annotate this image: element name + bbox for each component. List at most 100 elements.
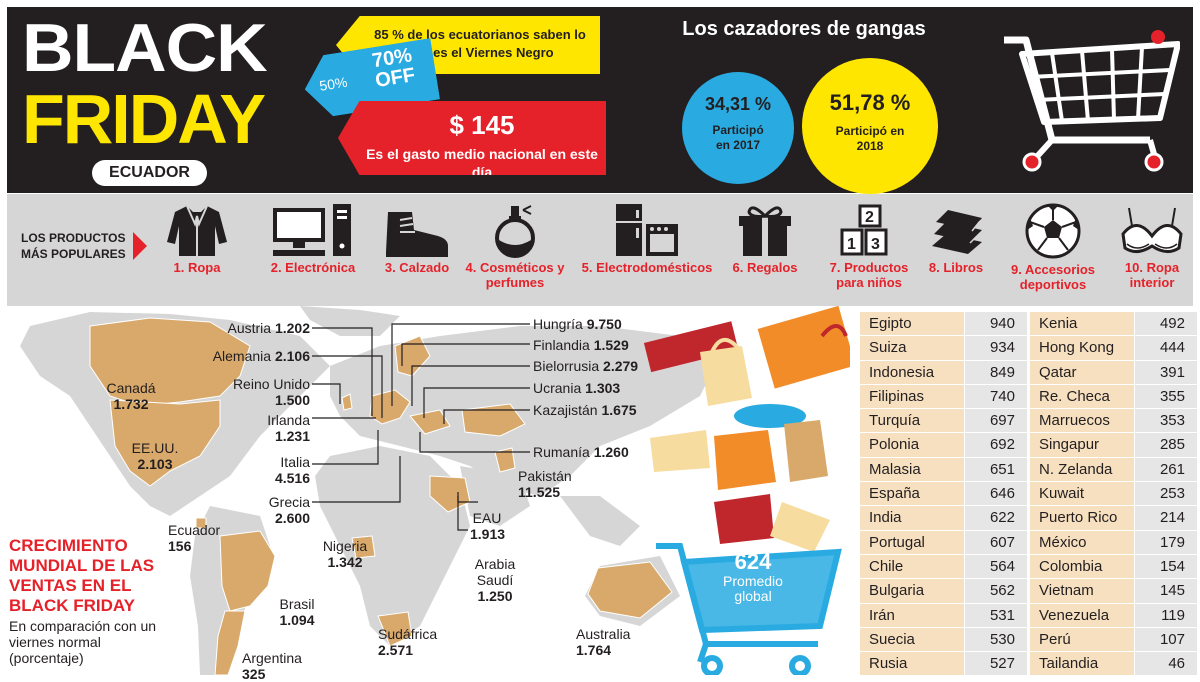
country-value: 2.600 bbox=[274, 510, 310, 526]
country-value: 1.529 bbox=[593, 337, 629, 353]
country-value: 107 bbox=[1134, 627, 1197, 652]
shopping-cart-illustration bbox=[656, 543, 842, 675]
country-value: 849 bbox=[964, 360, 1027, 384]
product-label: 10. Ropa interior bbox=[1124, 260, 1180, 290]
stat-2018-text: Participó en 2018 bbox=[835, 124, 905, 153]
bra-icon bbox=[1121, 207, 1183, 253]
map-label: Argentina 325 bbox=[242, 650, 302, 682]
country-value: 179 bbox=[1134, 530, 1197, 554]
gift-icon bbox=[739, 206, 791, 256]
computer-icon bbox=[273, 204, 351, 256]
map-label: EE.UU. 2.103 bbox=[120, 440, 190, 472]
perfume-icon bbox=[495, 205, 535, 258]
title-black: BLACK bbox=[22, 10, 268, 86]
country-value: 391 bbox=[1134, 360, 1197, 384]
growth-title: CRECIMIENTO MUNDIAL DE LAS VENTAS EN EL … bbox=[9, 536, 155, 615]
country-value: 261 bbox=[1134, 457, 1197, 482]
table-row: India 622 bbox=[860, 506, 1027, 531]
map-label: Hungría 9.750 bbox=[533, 316, 622, 332]
map-pakistan bbox=[494, 447, 516, 473]
country-table-left: Egipto 940 Suiza 934 Indonesia 849 Filipinas 74… bbox=[860, 312, 1027, 677]
country-value: 492 bbox=[1134, 312, 1197, 336]
country-value: 697 bbox=[964, 409, 1027, 433]
global-average-value: 624 bbox=[734, 549, 772, 574]
svg-text:2: 2 bbox=[865, 209, 874, 226]
product-label: 7. Productos para niños bbox=[829, 260, 909, 290]
stat-2017-text: Participó en 2017 bbox=[712, 123, 764, 152]
country-name: Polonia bbox=[860, 433, 964, 457]
tag-yellow-text: 85 % de los ecuatorianos saben lo que es… bbox=[374, 27, 586, 60]
country-value: 1.260 bbox=[593, 444, 629, 460]
map-label: Sudáfrica 2.571 bbox=[378, 626, 437, 658]
country-badge: ECUADOR bbox=[92, 160, 207, 186]
growth-subtitle: En comparación con un viernes normal (po… bbox=[9, 618, 157, 666]
map-label: Rumanía 1.260 bbox=[533, 444, 629, 460]
country-name: Grecia bbox=[268, 494, 310, 510]
table-row: Hong Kong 444 bbox=[1030, 336, 1197, 361]
country-name: Austria bbox=[227, 320, 272, 336]
country-name: Indonesia bbox=[860, 360, 964, 384]
country-name: Marruecos bbox=[1030, 409, 1134, 433]
product-label: 5. Electrodomésticos bbox=[581, 260, 713, 275]
product-item: 3. Calzado bbox=[375, 194, 459, 275]
product-item: 10. Ropa interior bbox=[1111, 194, 1193, 290]
product-label: 2. Electrónica bbox=[270, 260, 356, 275]
country-name: Alemania bbox=[212, 348, 272, 364]
country-value: 4.516 bbox=[274, 470, 310, 486]
country-value: 325 bbox=[242, 666, 266, 682]
country-value: 1.500 bbox=[274, 392, 310, 408]
country-name: Perú bbox=[1030, 627, 1134, 652]
stat-2017: 34,31 % Participó en 2017 bbox=[682, 72, 794, 184]
country-name: Kuwait bbox=[1030, 482, 1134, 506]
country-value: 2.103 bbox=[137, 456, 173, 472]
table-row: Turquía 697 bbox=[860, 409, 1027, 434]
map-label: Italia 4.516 bbox=[256, 454, 310, 486]
map-brazil bbox=[219, 530, 276, 612]
map-label: Reino Unido 1.500 bbox=[218, 376, 310, 408]
country-value: 1.303 bbox=[585, 380, 621, 396]
product-item: 9. Accesorios deportivos bbox=[1003, 194, 1103, 292]
map-label: Bielorrusia 2.279 bbox=[533, 358, 638, 374]
products-band: LOS PRODUCTOS MÁS POPULARES 1. Ropa 2. E… bbox=[7, 194, 1193, 306]
map-label: Irlanda 1.231 bbox=[236, 412, 310, 444]
appliances-icon bbox=[616, 204, 678, 256]
country-name: Qatar bbox=[1030, 360, 1134, 384]
map-label: EAU 1.913 bbox=[470, 510, 506, 542]
map-label: Kazajistán 1.675 bbox=[533, 402, 637, 418]
shopping-bags-illustration bbox=[643, 306, 850, 552]
country-value: 607 bbox=[964, 530, 1027, 554]
table-row: Suiza 934 bbox=[860, 336, 1027, 361]
stat-2018: 51,78 % Participó en 2018 bbox=[802, 58, 938, 194]
global-average: 624 Promedio global bbox=[713, 550, 793, 604]
country-name: Turquía bbox=[860, 409, 964, 433]
map-label: Pakistán 11.525 bbox=[518, 468, 572, 500]
table-row: Portugal 607 bbox=[860, 530, 1027, 555]
country-name: Ucrania bbox=[533, 380, 582, 396]
country-value: 444 bbox=[1134, 336, 1197, 360]
country-name: Australia bbox=[576, 626, 631, 642]
country-name: N. Zelanda bbox=[1030, 457, 1134, 482]
country-value: 1.094 bbox=[279, 612, 315, 628]
country-value: 1.913 bbox=[470, 526, 506, 542]
tag-red-amount: $ 145 bbox=[449, 110, 515, 140]
svg-text:1: 1 bbox=[847, 236, 856, 253]
map-label: Alemania 2.106 bbox=[200, 348, 310, 364]
tag-blue-small: 50% bbox=[318, 73, 349, 94]
svg-text:3: 3 bbox=[871, 236, 880, 253]
country-name: Irlanda bbox=[267, 412, 310, 428]
map-label: Ecuador 156 bbox=[168, 522, 220, 554]
table-row: N. Zelanda 261 bbox=[1030, 457, 1197, 483]
country-value: 940 bbox=[964, 312, 1027, 336]
table-row: Bulgaria 562 bbox=[860, 579, 1027, 604]
table-row: Suecia 530 bbox=[860, 627, 1027, 653]
country-value: 564 bbox=[964, 554, 1027, 579]
stat-2018-pct: 51,78 % bbox=[829, 90, 911, 115]
country-value: 692 bbox=[964, 433, 1027, 457]
country-value: 355 bbox=[1134, 384, 1197, 409]
global-average-label: Promedio global bbox=[723, 573, 783, 604]
map-ecuador bbox=[195, 517, 207, 529]
table-row: México 179 bbox=[1030, 530, 1197, 555]
table-row: Singapur 285 bbox=[1030, 433, 1197, 458]
table-row: Irán 531 bbox=[860, 603, 1027, 628]
map-nigeria bbox=[351, 535, 376, 559]
